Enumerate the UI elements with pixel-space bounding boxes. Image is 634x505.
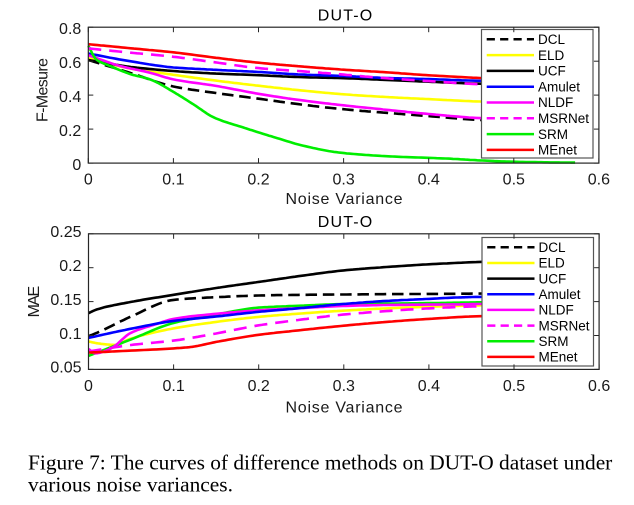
svg-text:0.2: 0.2: [248, 378, 270, 395]
svg-text:ELD: ELD: [538, 48, 565, 63]
svg-text:DUT-O: DUT-O: [318, 8, 373, 25]
svg-text:Noise Variance: Noise Variance: [286, 191, 403, 208]
svg-text:0.6: 0.6: [588, 172, 610, 189]
svg-text:NLDF: NLDF: [539, 303, 574, 318]
svg-text:0: 0: [84, 378, 93, 395]
svg-text:0.15: 0.15: [50, 292, 81, 309]
svg-text:0.2: 0.2: [59, 258, 81, 275]
svg-text:MSRNet: MSRNet: [538, 111, 589, 126]
svg-text:Amulet: Amulet: [538, 79, 580, 94]
svg-text:MAE: MAE: [26, 286, 43, 318]
svg-text:0.3: 0.3: [333, 378, 355, 395]
svg-text:0.4: 0.4: [59, 89, 81, 106]
svg-text:0: 0: [84, 172, 93, 189]
svg-text:DCL: DCL: [539, 240, 566, 255]
svg-text:Noise Variance: Noise Variance: [286, 400, 403, 417]
svg-text:0.6: 0.6: [588, 378, 610, 395]
svg-text:0.4: 0.4: [418, 378, 440, 395]
svg-text:0.2: 0.2: [59, 123, 81, 140]
svg-text:0.5: 0.5: [503, 172, 525, 189]
svg-text:Amulet: Amulet: [539, 287, 581, 302]
svg-text:0.3: 0.3: [332, 172, 354, 189]
svg-text:0.1: 0.1: [59, 326, 81, 343]
svg-text:various noise variances.: various noise variances.: [28, 472, 233, 496]
svg-text:0.2: 0.2: [247, 172, 269, 189]
svg-text:UCF: UCF: [539, 271, 567, 286]
svg-text:Figure 7: The curves of differ: Figure 7: The curves of difference metho…: [28, 450, 612, 474]
svg-text:0.05: 0.05: [50, 360, 81, 377]
svg-text:0.6: 0.6: [59, 55, 81, 72]
svg-text:0.5: 0.5: [503, 378, 525, 395]
svg-text:0.25: 0.25: [50, 224, 81, 241]
svg-text:SRM: SRM: [539, 334, 569, 349]
svg-text:NLDF: NLDF: [538, 95, 573, 110]
svg-text:DUT-O: DUT-O: [318, 214, 373, 231]
svg-text:UCF: UCF: [538, 64, 566, 79]
svg-text:ELD: ELD: [539, 256, 566, 271]
svg-text:F-Mesure: F-Mesure: [35, 58, 52, 122]
svg-text:0: 0: [72, 157, 81, 174]
svg-text:0.1: 0.1: [162, 172, 184, 189]
svg-text:0.1: 0.1: [162, 378, 184, 395]
svg-text:MEnet: MEnet: [539, 350, 578, 365]
svg-text:0.4: 0.4: [418, 172, 440, 189]
svg-text:MSRNet: MSRNet: [539, 318, 590, 333]
svg-text:0.8: 0.8: [59, 21, 81, 38]
svg-text:DCL: DCL: [538, 32, 565, 47]
svg-text:SRM: SRM: [538, 127, 568, 142]
svg-text:MEnet: MEnet: [538, 143, 577, 158]
